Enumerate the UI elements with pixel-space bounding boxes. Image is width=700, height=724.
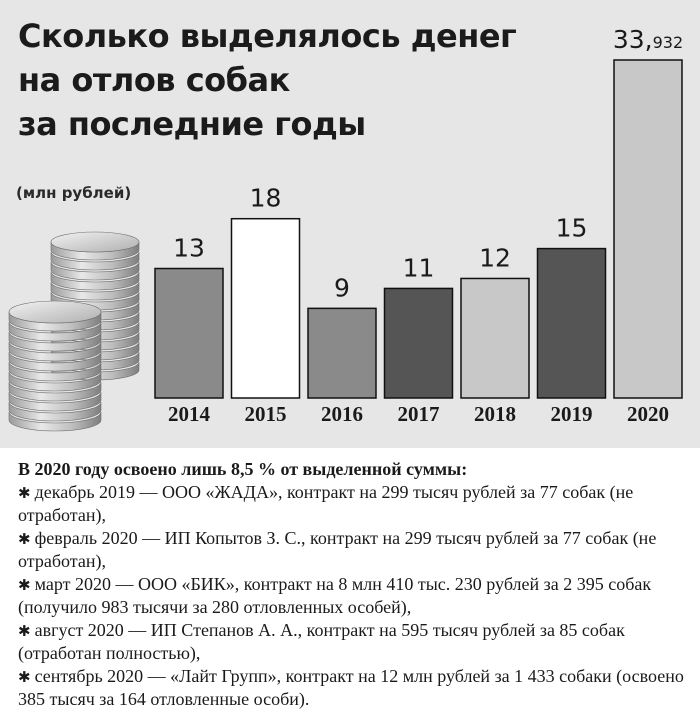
tick-label-2018: 2018: [474, 402, 516, 426]
coin-top: [8, 300, 102, 324]
coin: [8, 331, 102, 352]
coin-stack-illustration: [8, 231, 140, 432]
chart-title-line-2: на отлов собак: [18, 61, 290, 99]
chart-title-line-1: Сколько выделялось денег: [18, 17, 517, 55]
coin: [50, 261, 140, 281]
coin: [8, 381, 102, 402]
bar-2019: [536, 247, 607, 399]
bar-2018: [460, 277, 530, 399]
note-item-5: ✱ сентябрь 2020 — «Лайт Групп», контракт …: [18, 665, 688, 711]
coin: [50, 251, 140, 271]
value-label-2017: 11: [403, 253, 435, 282]
value-label-2015: 18: [250, 184, 282, 213]
value-label-2019: 15: [556, 214, 588, 243]
note-item-1: ✱ декабрь 2019 — ООО «ЖАДА», контракт на …: [18, 481, 688, 527]
tick-label-2016: 2016: [321, 402, 363, 426]
bar-chart: 2014 13 2015 18 2016 9 2017 11 2018 12 2019 15 2020 3…: [8, 25, 683, 432]
coin: [8, 401, 102, 422]
note-item-4: ✱ август 2020 — ИП Степанов А. А., контра…: [18, 619, 688, 665]
tick-label-2019: 2019: [551, 402, 593, 426]
tick-label-2014: 2014: [168, 402, 211, 426]
asterisk-icon: ✱: [18, 667, 31, 686]
note-item-3: ✱ март 2020 — ООО «БИК», контракт на 8 мл…: [18, 573, 688, 619]
tick-label-2017: 2017: [398, 402, 440, 426]
bar-2015: [230, 217, 301, 399]
coin: [8, 391, 102, 412]
tick-label-2015: 2015: [245, 402, 287, 426]
note-item-text: декабрь 2019 — ООО «ЖАДА», контракт на 2…: [18, 481, 634, 526]
bar-2014: [154, 267, 224, 399]
value-label-2016: 9: [334, 273, 350, 302]
coin: [8, 341, 102, 362]
coin: [8, 351, 102, 372]
value-label-2018: 12: [479, 243, 511, 272]
asterisk-icon: ✱: [18, 529, 31, 548]
coin: [50, 271, 140, 291]
bar-2017: [383, 287, 454, 399]
note-item-text: март 2020 — ООО «БИК», контракт на 8 млн…: [18, 573, 652, 618]
notes-block: В 2020 году освоено лишь 8,5 % от выделе…: [18, 458, 688, 711]
asterisk-icon: ✱: [18, 575, 31, 594]
bar-2020: [613, 59, 683, 399]
value-label-2020: 33,932: [613, 25, 683, 54]
asterisk-icon: ✱: [18, 483, 31, 502]
coin: [8, 411, 102, 432]
note-item-text: август 2020 — ИП Степанов А. А., контрак…: [18, 619, 625, 664]
chart-title-line-3: за последние годы: [18, 105, 366, 143]
value-label-2014: 13: [173, 234, 205, 263]
coin: [8, 321, 102, 342]
bar-2016: [307, 307, 377, 399]
note-item-2: ✱ февраль 2020 — ИП Копытов З. С., контра…: [18, 527, 688, 573]
note-item-text: февраль 2020 — ИП Копытов З. С., контрак…: [18, 527, 657, 572]
coin: [8, 361, 102, 382]
coin: [8, 371, 102, 392]
coin-top: [50, 231, 140, 253]
unit-label: (млн рублей): [16, 184, 132, 202]
note-item-text: сентябрь 2020 — «Лайт Групп», контракт н…: [18, 665, 684, 710]
notes-header: В 2020 году освоено лишь 8,5 % от выделе…: [18, 459, 468, 479]
coin: [50, 281, 140, 301]
asterisk-icon: ✱: [18, 621, 31, 640]
tick-label-2020: 2020: [627, 402, 669, 426]
